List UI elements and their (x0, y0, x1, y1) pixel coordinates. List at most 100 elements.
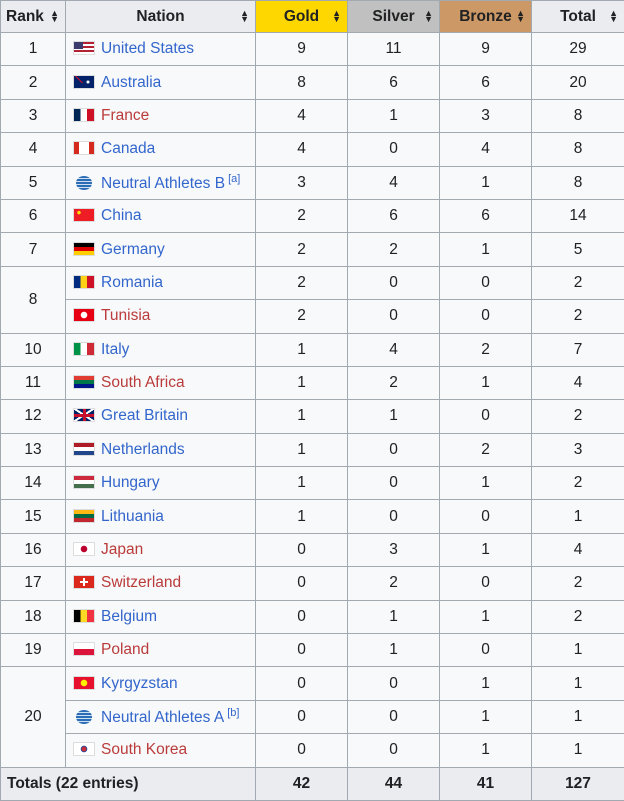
gold-cell: 3 (256, 166, 348, 199)
nation-link[interactable]: Neutral Athletes B (101, 175, 225, 192)
total-cell: 8 (532, 133, 624, 166)
total-header[interactable]: Total ▲▼ (532, 1, 624, 33)
gold-cell: 0 (256, 667, 348, 700)
nation-link[interactable]: Switzerland (101, 574, 181, 591)
nation-link[interactable]: Great Britain (101, 407, 188, 424)
nation-cell: South Korea (66, 734, 256, 767)
nation-cell: Neutral Athletes A[b] (66, 700, 256, 733)
bronze-cell: 2 (440, 433, 532, 466)
nation-link[interactable]: Japan (101, 541, 143, 558)
nation-link[interactable]: Germany (101, 241, 165, 258)
sort-arrows-icon[interactable]: ▲▼ (332, 10, 341, 22)
rank-header[interactable]: Rank ▲▼ (1, 1, 66, 33)
nation-link[interactable]: South Korea (101, 741, 187, 758)
total-cell: 29 (532, 33, 624, 66)
nation-link[interactable]: Australia (101, 74, 161, 91)
total-cell: 5 (532, 233, 624, 266)
nation-link[interactable]: Romania (101, 274, 163, 291)
silver-cell: 0 (348, 266, 440, 299)
gold-cell: 2 (256, 233, 348, 266)
silver-cell: 11 (348, 33, 440, 66)
nation-link[interactable]: Kyrgyzstan (101, 675, 178, 692)
total-cell: 14 (532, 199, 624, 232)
canada-flag-icon (73, 141, 95, 155)
totals-bronze: 41 (440, 767, 532, 800)
nation-link[interactable]: United States (101, 40, 194, 57)
nation-link[interactable]: Hungary (101, 474, 160, 491)
nation-header[interactable]: Nation ▲▼ (66, 1, 256, 33)
rank-cell: 14 (1, 467, 66, 500)
gold-cell: 0 (256, 533, 348, 566)
footnote-link[interactable]: [b] (227, 707, 239, 719)
bronze-cell: 6 (440, 66, 532, 99)
nation-link[interactable]: Poland (101, 641, 149, 658)
nation-link[interactable]: South Africa (101, 374, 185, 391)
rank-cell: 12 (1, 400, 66, 433)
nation-link[interactable]: Canada (101, 140, 155, 157)
bronze-cell: 2 (440, 333, 532, 366)
netherlands-flag-icon (73, 442, 95, 456)
silver-cell: 2 (348, 233, 440, 266)
sort-arrows-icon[interactable]: ▲▼ (516, 10, 525, 22)
nation-cell: Kyrgyzstan (66, 667, 256, 700)
total-cell: 2 (532, 400, 624, 433)
silver-cell: 0 (348, 734, 440, 767)
bronze-cell: 1 (440, 166, 532, 199)
nation-link[interactable]: Tunisia (101, 307, 150, 324)
gold-cell: 1 (256, 467, 348, 500)
tunisia-flag-icon (73, 308, 95, 322)
total-cell: 1 (532, 667, 624, 700)
nation-cell: Japan (66, 533, 256, 566)
sort-arrows-icon[interactable]: ▲▼ (424, 10, 433, 22)
nation-link[interactable]: China (101, 207, 142, 224)
nation-link[interactable]: Belgium (101, 608, 157, 625)
gold-cell: 0 (256, 734, 348, 767)
bronze-cell: 0 (440, 500, 532, 533)
totals-row: Totals (22 entries) 42 44 41 127 (1, 767, 624, 800)
sort-arrows-icon[interactable]: ▲▼ (609, 10, 618, 22)
bronze-cell: 1 (440, 600, 532, 633)
bronze-cell: 1 (440, 700, 532, 733)
sort-arrows-icon[interactable]: ▲▼ (240, 10, 249, 22)
nation-link[interactable]: Italy (101, 341, 129, 358)
total-cell: 20 (532, 66, 624, 99)
nation-cell: Poland (66, 634, 256, 667)
sort-arrows-icon[interactable]: ▲▼ (50, 10, 59, 22)
total-cell: 8 (532, 99, 624, 132)
france-flag-icon (73, 108, 95, 122)
neutral-athletes-icon (76, 710, 92, 724)
silver-cell: 1 (348, 99, 440, 132)
nation-link[interactable]: France (101, 107, 149, 124)
total-cell: 8 (532, 166, 624, 199)
nation-cell: Germany (66, 233, 256, 266)
rank-cell: 5 (1, 166, 66, 199)
rank-header-label: Rank (6, 8, 44, 25)
bronze-header[interactable]: Bronze▲▼ (440, 1, 532, 33)
silver-cell: 0 (348, 667, 440, 700)
gold-header[interactable]: Gold▲▼ (256, 1, 348, 33)
total-header-label: Total (560, 8, 596, 25)
silver-header[interactable]: Silver▲▼ (348, 1, 440, 33)
footnote-link[interactable]: [a] (228, 173, 240, 185)
nation-header-label: Nation (136, 8, 184, 25)
italy-flag-icon (73, 342, 95, 356)
japan-flag-icon (73, 542, 95, 556)
lithuania-flag-icon (73, 509, 95, 523)
nation-link[interactable]: Netherlands (101, 441, 185, 458)
nation-link[interactable]: Neutral Athletes A (101, 709, 224, 726)
bronze-cell: 6 (440, 199, 532, 232)
silver-cell: 0 (348, 133, 440, 166)
rank-cell: 4 (1, 133, 66, 166)
gold-cell: 1 (256, 366, 348, 399)
total-cell: 2 (532, 467, 624, 500)
silver-cell: 1 (348, 600, 440, 633)
silver-cell: 0 (348, 433, 440, 466)
nation-link[interactable]: Lithuania (101, 508, 164, 525)
